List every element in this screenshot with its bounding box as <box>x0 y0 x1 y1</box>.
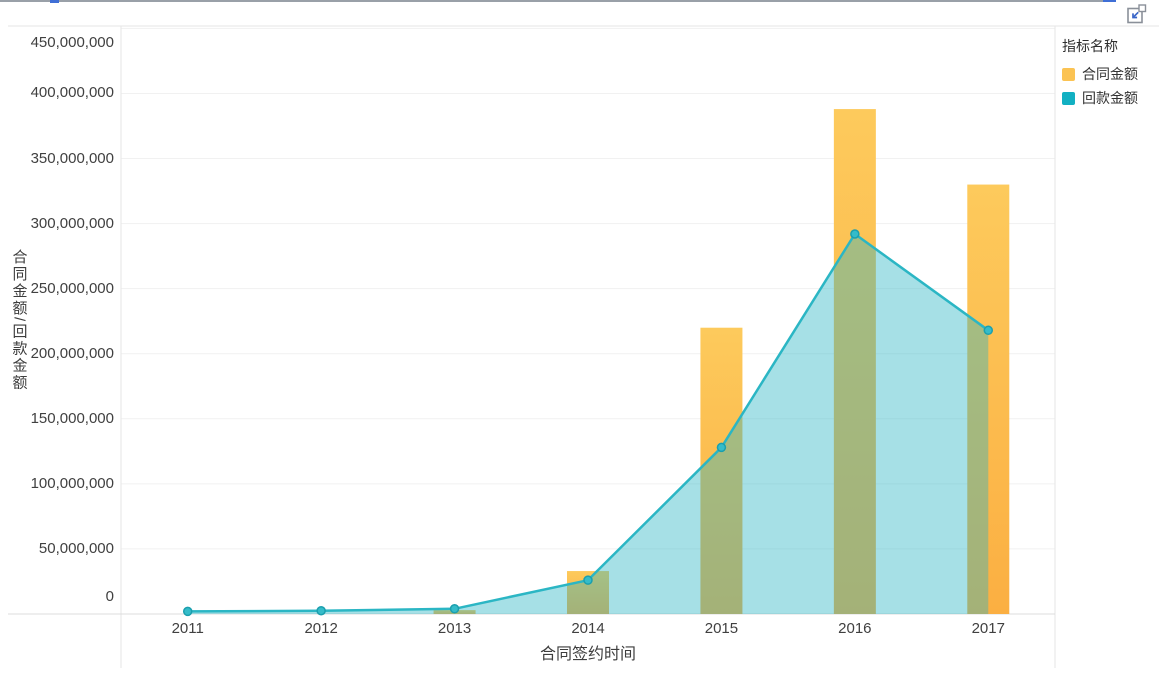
legend-item-contract-amount[interactable]: 合同金额 <box>1062 63 1158 85</box>
x-tick-label: 2017 <box>971 620 1005 637</box>
legend-swatch <box>1062 91 1075 105</box>
y-tick-label: 450,000,000 <box>30 34 114 52</box>
x-tick-label: 2013 <box>437 620 472 637</box>
x-tick-label: 2016 <box>838 620 872 637</box>
dot-2014[interactable] <box>583 575 593 585</box>
dot-2011[interactable] <box>182 606 193 617</box>
dot-2012[interactable] <box>316 605 326 616</box>
y-tick-label: 400,000,000 <box>30 84 114 102</box>
area-series <box>187 234 989 614</box>
x-tick-label: 2011 <box>171 620 204 637</box>
y-tick-label: 150,000,000 <box>30 409 114 427</box>
legend-item-payment-amount[interactable]: 回款金额 <box>1062 87 1158 109</box>
dot-2017[interactable] <box>983 325 994 336</box>
legend-title: 指标名称 <box>1062 38 1118 54</box>
y-tick-label: 300,000,000 <box>30 214 114 232</box>
y-tick-label: 350,000,000 <box>30 149 114 167</box>
exit-fullscreen-button[interactable] <box>1126 4 1148 25</box>
y-tick-label: 200,000,000 <box>30 344 114 362</box>
top-accent-right <box>1103 0 1116 2</box>
legend-label: 回款金额 <box>1082 90 1138 106</box>
window-top-border <box>0 0 1103 2</box>
y-axis-title: 合同金额/回款金额 <box>10 248 28 392</box>
legend-label: 合同金额 <box>1082 66 1138 82</box>
x-axis-title: 合同签约时间 <box>539 646 636 663</box>
x-tick-label: 2014 <box>571 620 605 637</box>
x-tick-label: 2012 <box>304 620 338 637</box>
dot-2016[interactable] <box>850 229 860 239</box>
y-tick-label: 0 <box>105 588 114 605</box>
bar-2015[interactable] <box>700 327 743 614</box>
legend-swatch <box>1062 67 1075 81</box>
legend-items: 合同金额 回款金额 <box>1062 63 1158 109</box>
y-tick-label: 50,000,000 <box>38 539 114 557</box>
dot-2013[interactable] <box>449 604 460 614</box>
exit-fullscreen-icon <box>1127 4 1147 24</box>
y-tick-label: 100,000,000 <box>30 474 114 492</box>
dot-2015[interactable] <box>716 442 727 453</box>
legend: 指标名称 合同金额回款金额 <box>1062 36 1158 111</box>
x-tick-label: 2015 <box>704 620 739 637</box>
window-top-edge <box>0 0 1159 3</box>
y-tick-label: 250,000,000 <box>30 279 114 297</box>
bar-2017[interactable] <box>967 184 1010 614</box>
top-accent-left <box>50 0 59 3</box>
bar-2016[interactable] <box>833 109 876 614</box>
